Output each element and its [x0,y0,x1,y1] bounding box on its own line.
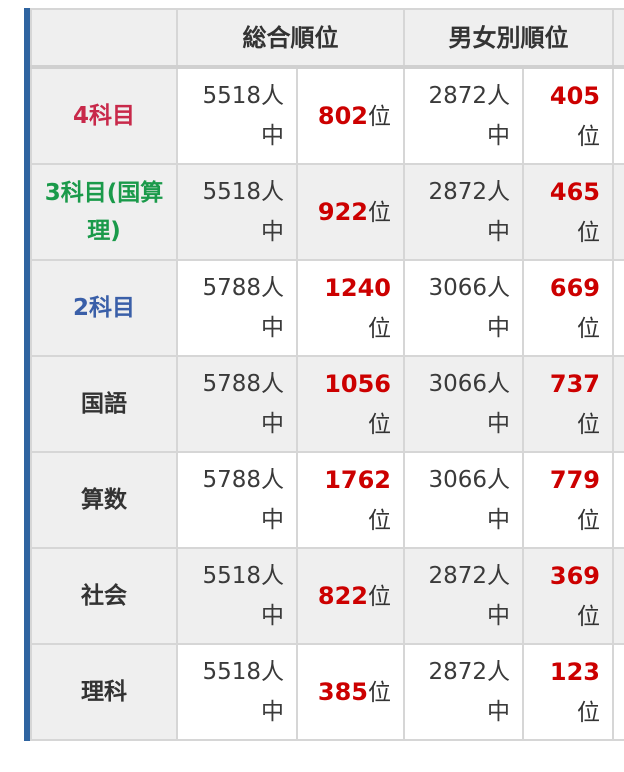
table-row: 3科目(国算理) 5518人中 922位 2872人中 465 位 [30,163,624,261]
table-row: 4科目 5518人中 802位 2872人中 405 位 [30,66,624,165]
total-examinee-count: 5788人中 [176,355,298,453]
total-examinee-count: 5518人中 [176,643,298,741]
extra-cell [612,355,624,453]
total-examinee-count: 5518人中 [176,66,298,165]
gender-examinee-count: 3066人中 [403,259,524,357]
ranking-table: 総合順位 男女別順位 4科目 5518人中 802位 2872人中 405 位 3科目(国算… [30,8,624,741]
subject-label: 理科 [30,643,178,741]
extra-cell [612,163,624,261]
extra-cell [612,643,624,741]
gender-examinee-count: 2872人中 [403,163,524,261]
gender-examinee-count: 2872人中 [403,547,524,645]
header-overall-rank: 総合順位 [176,8,405,69]
extra-cell [612,259,624,357]
gender-rank: 405 位 [522,66,614,165]
total-rank: 922位 [296,163,405,261]
subject-label: 2科目 [30,259,178,357]
extra-cell [612,547,624,645]
gender-examinee-count: 2872人中 [403,66,524,165]
total-examinee-count: 5518人中 [176,547,298,645]
subject-label: 国語 [30,355,178,453]
extra-cell [612,66,624,165]
total-rank: 1762 位 [296,451,405,549]
header-extra [612,8,624,69]
total-examinee-count: 5788人中 [176,259,298,357]
subject-label: 社会 [30,547,178,645]
table-row: 理科 5518人中 385位 2872人中 123 位 [30,643,624,741]
subject-label: 4科目 [30,66,178,165]
gender-examinee-count: 3066人中 [403,451,524,549]
table-row: 2科目 5788人中 1240 位 3066人中 669 位 [30,259,624,357]
gender-rank: 669 位 [522,259,614,357]
total-rank: 822位 [296,547,405,645]
gender-rank: 369 位 [522,547,614,645]
total-rank: 1056 位 [296,355,405,453]
gender-rank: 123 位 [522,643,614,741]
total-rank: 802位 [296,66,405,165]
total-rank: 385位 [296,643,405,741]
total-examinee-count: 5518人中 [176,163,298,261]
gender-rank: 779 位 [522,451,614,549]
table-header-row: 総合順位 男女別順位 [30,8,624,69]
header-empty [30,8,178,69]
gender-rank: 737 位 [522,355,614,453]
subject-label: 3科目(国算理) [30,163,178,261]
ranking-table-container: 総合順位 男女別順位 4科目 5518人中 802位 2872人中 405 位 3科目(国算… [24,8,624,741]
gender-examinee-count: 3066人中 [403,355,524,453]
header-gender-rank: 男女別順位 [403,8,614,69]
total-rank: 1240 位 [296,259,405,357]
gender-examinee-count: 2872人中 [403,643,524,741]
gender-rank: 465 位 [522,163,614,261]
total-examinee-count: 5788人中 [176,451,298,549]
table-row: 国語 5788人中 1056 位 3066人中 737 位 [30,355,624,453]
subject-label: 算数 [30,451,178,549]
table-row: 算数 5788人中 1762 位 3066人中 779 位 [30,451,624,549]
table-row: 社会 5518人中 822位 2872人中 369 位 [30,547,624,645]
extra-cell [612,451,624,549]
